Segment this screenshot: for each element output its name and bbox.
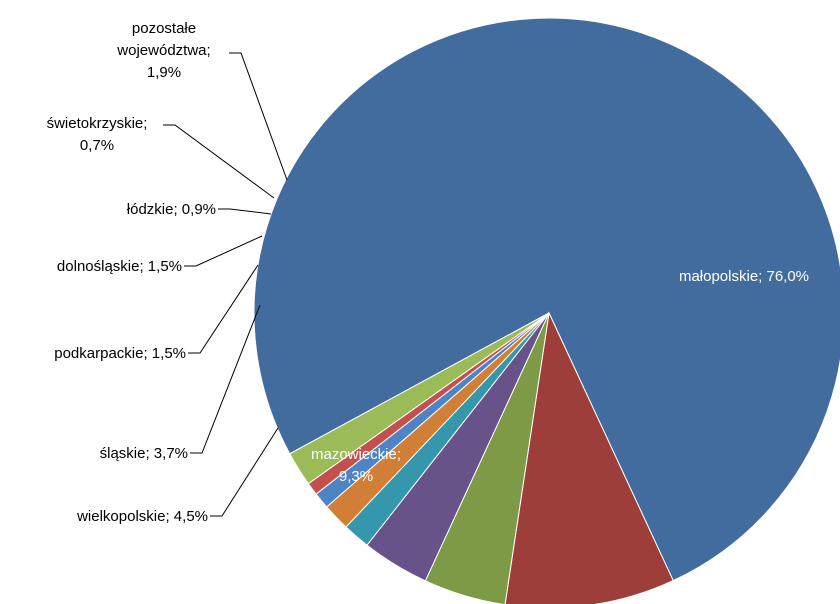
- data-label-swietokrzyskie: świetokrzyskie; 0,7%: [47, 115, 148, 154]
- leader-line-dolnoslaskie: [184, 235, 263, 267]
- data-label-lodzkie: łódzkie; 0,9%: [127, 201, 216, 218]
- pie-slice-malopolskie: [253, 17, 840, 582]
- data-label-podkarpackie: podkarpackie; 1,5%: [54, 345, 186, 362]
- leader-line-pozostale-wojewodztwa: [229, 52, 288, 181]
- leader-line-wielkopolskie: [210, 427, 279, 517]
- pie-slices: [253, 17, 840, 604]
- leader-line-podkarpackie: [188, 264, 259, 354]
- data-label-dolnoslaskie: dolnośląskie; 1,5%: [57, 258, 182, 275]
- pie-slice-pozostale-wojewodztwa: [289, 312, 550, 485]
- data-label-mazowieckie: mazowieckie; 9,3%: [311, 446, 401, 485]
- data-label-malopolskie: małopolskie; 76,0%: [679, 268, 809, 285]
- data-label-slaskie: śląskie; 3,7%: [100, 445, 188, 462]
- leader-line-slaskie: [190, 304, 261, 454]
- leader-lines: [163, 52, 288, 517]
- data-labels: małopolskie; 76,0% mazowieckie; 9,3% wielko…: [47, 20, 809, 525]
- data-label-pozostale-wojewodztwa: pozostałe województwa; 1,9%: [116, 20, 210, 81]
- data-label-wielkopolskie: wielkopolskie; 4,5%: [76, 508, 208, 525]
- leader-line-swietokrzyskie: [163, 124, 275, 199]
- pie-slice-mazowieckie: [504, 311, 674, 604]
- leader-line-lodzkie: [218, 208, 272, 215]
